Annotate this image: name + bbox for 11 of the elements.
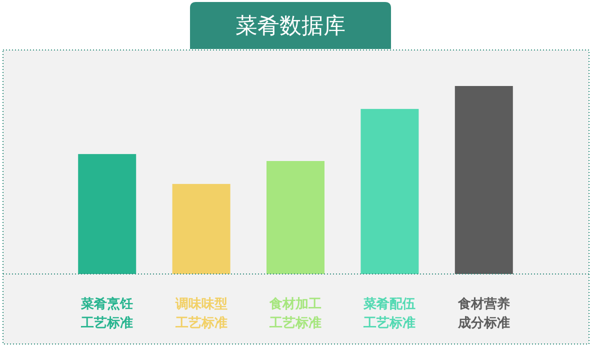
bar xyxy=(454,86,513,274)
chart-title: 菜肴数据库 xyxy=(236,14,346,39)
bar xyxy=(172,184,230,274)
x-tick-label: 食材营养成分标准 xyxy=(456,296,510,331)
bar xyxy=(78,154,136,274)
x-tick-label: 菜肴烹饪工艺标准 xyxy=(80,296,134,331)
bar xyxy=(360,108,419,274)
x-tick-label: 食材加工工艺标准 xyxy=(268,297,322,331)
bar xyxy=(266,161,324,274)
x-tick-label: 调味味型工艺标准 xyxy=(174,297,228,331)
x-tick-label: 菜肴配伍工艺标准 xyxy=(362,296,416,331)
